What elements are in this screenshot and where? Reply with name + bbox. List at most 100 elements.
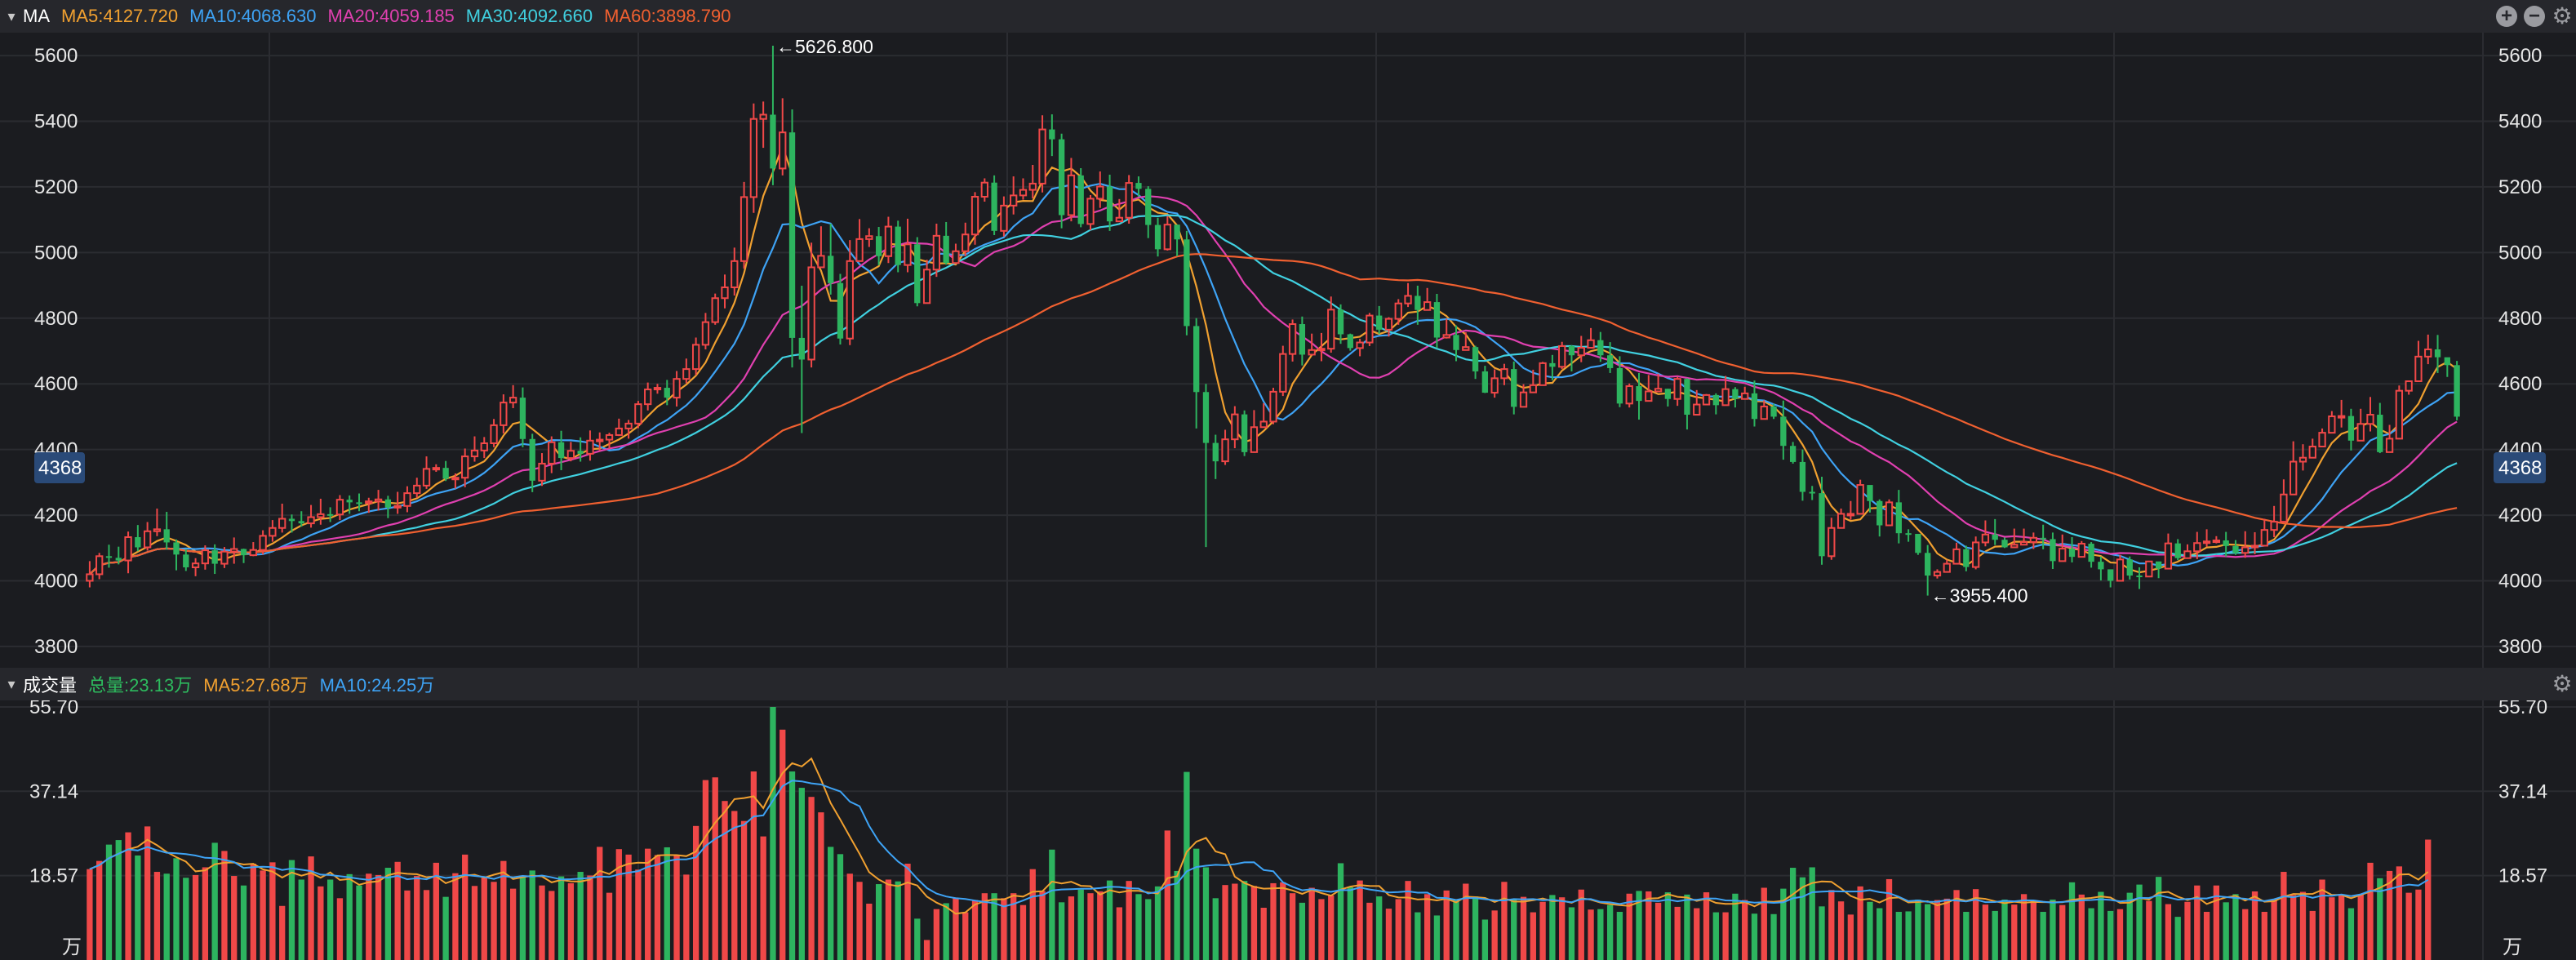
volume-bar — [1578, 889, 1584, 960]
volume-bar — [1934, 900, 1941, 960]
add-indicator-icon[interactable]: + — [2496, 6, 2517, 27]
volume-bar — [1491, 910, 1498, 960]
volume-bar — [1654, 902, 1662, 960]
candle-body-down — [2001, 540, 2008, 548]
candle-body-up — [1086, 198, 1095, 225]
volume-bar — [615, 849, 622, 960]
candle-body-down — [1415, 296, 1421, 310]
candle-body-up — [2414, 355, 2423, 382]
volume-bar — [1953, 890, 1960, 960]
vol-ma10-value: MA10:24.25万 — [319, 675, 435, 696]
indicator-name[interactable]: MA — [23, 6, 50, 26]
candle-body-up — [374, 498, 383, 503]
volume-bar — [1789, 868, 1797, 960]
volume-bar — [673, 855, 680, 960]
candle-body-up — [1846, 513, 1855, 517]
volume-bar — [2347, 908, 2355, 960]
candle-body-up — [451, 477, 460, 481]
candle-body-up — [1279, 353, 1287, 393]
volume-bar — [2329, 897, 2335, 960]
candle-body-down — [135, 537, 141, 548]
volume-bar — [1636, 891, 1642, 960]
total-volume-value: 总量:23.13万 — [88, 675, 193, 696]
candle-body-down — [384, 499, 392, 508]
candle-body-up — [413, 484, 421, 495]
candle-body-up — [605, 433, 614, 441]
volume-bar — [692, 825, 700, 960]
candle-body-up — [817, 255, 825, 269]
volume-bar — [1742, 900, 1748, 960]
volume-bar — [1395, 899, 1401, 960]
settings-icon[interactable]: ⚙ — [2552, 671, 2573, 696]
volume-bar — [433, 862, 439, 960]
volume-bar — [2107, 910, 2114, 960]
chart-grid — [0, 33, 2576, 960]
candle-body-down — [326, 513, 334, 516]
volume-bar — [1828, 890, 1835, 960]
volume-bar — [654, 855, 661, 960]
volume-bar — [1925, 904, 1931, 960]
volume-bar — [1289, 893, 1296, 960]
volume-bar — [866, 903, 873, 960]
volume-bar — [885, 879, 892, 960]
candle-body-down — [2454, 365, 2460, 417]
candle-body-up — [1317, 348, 1326, 352]
candle-body-down — [577, 451, 584, 454]
volume-bar — [2040, 912, 2046, 960]
candle-body-up — [1394, 302, 1402, 320]
candle-body-up — [2077, 543, 2085, 558]
candle-body-down — [2107, 569, 2114, 581]
candle-body-up — [490, 424, 498, 444]
candle-body-up — [653, 387, 662, 391]
settings-icon[interactable]: ⚙ — [2552, 3, 2573, 29]
candle-body-up — [1760, 405, 1768, 420]
candle-body-up — [422, 468, 431, 487]
candle-body-up — [1308, 349, 1316, 356]
volume-bar — [2242, 909, 2249, 960]
candle-body-down — [2040, 537, 2046, 540]
candle-body-down — [1077, 175, 1084, 224]
candle-body-up — [701, 321, 710, 346]
candle-body-up — [634, 403, 642, 424]
candle-body-down — [1789, 446, 1797, 462]
candle-body-up — [596, 438, 604, 442]
candle-body-up — [682, 368, 691, 380]
volume-bar — [2184, 901, 2191, 960]
candle-body-up — [1096, 185, 1104, 200]
candle-body-down — [2098, 562, 2104, 570]
candle-body-up — [1366, 314, 1374, 344]
candle-body-down — [1876, 500, 1883, 526]
volume-bar — [2338, 895, 2345, 960]
volume-bar — [96, 860, 103, 960]
volume-bar — [135, 855, 141, 960]
candle-body-up — [980, 181, 988, 198]
candle-body-down — [2136, 576, 2143, 578]
collapse-caret-icon[interactable]: ▾ — [7, 7, 16, 24]
collapse-caret-icon[interactable]: ▾ — [7, 675, 16, 692]
volume-bar — [1010, 893, 1017, 960]
price-tick-label-left: 5600 — [34, 45, 78, 67]
volume-bar — [269, 862, 276, 960]
candle-body-up — [1943, 562, 1951, 573]
volume-bar — [298, 879, 304, 960]
volume-ma5-line — [89, 757, 2429, 915]
candle-body-down — [1472, 347, 1479, 371]
volume-bar — [1664, 892, 1672, 960]
candle-body-down — [1809, 491, 1815, 494]
volume-tick-label-left: 37.14 — [29, 780, 78, 802]
candle-body-up — [2308, 446, 2316, 459]
candle-body-down — [1299, 324, 1306, 355]
volume-bar — [500, 860, 507, 960]
remove-indicator-icon[interactable]: − — [2524, 6, 2545, 27]
candle-body-down — [1732, 389, 1739, 399]
volume-indicator-name[interactable]: 成交量 — [23, 675, 78, 696]
candle-body-down — [557, 442, 565, 459]
moving-average-lines — [89, 143, 2458, 576]
volume-bar — [1337, 863, 1344, 960]
volume-bar — [1222, 885, 1228, 960]
ma30-line — [89, 214, 2458, 576]
candle-body-down — [298, 521, 304, 524]
candle-body-up — [461, 456, 469, 479]
price-tick-label-right: 4000 — [2498, 570, 2542, 592]
current-price-badge-right — [2494, 452, 2546, 483]
